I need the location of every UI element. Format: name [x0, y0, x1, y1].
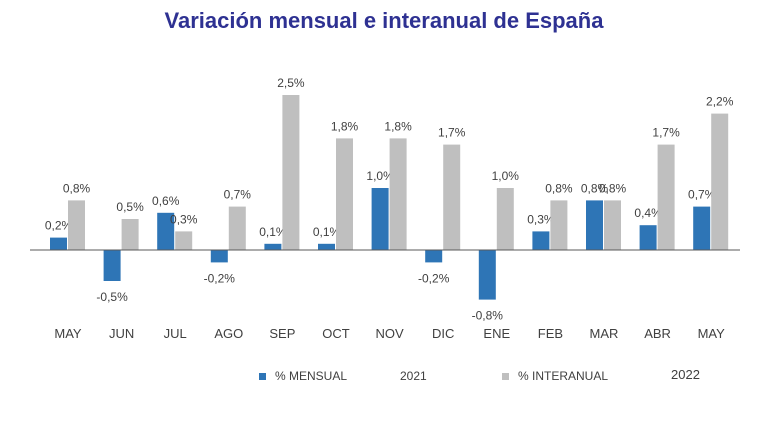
chart-title: Variación mensual e interanual de España	[164, 8, 604, 33]
bar-mensual-5	[318, 243, 335, 250]
bar-interanual-6	[389, 138, 407, 250]
year-label-2022: 2022	[671, 367, 700, 382]
bar-mensual-7	[425, 250, 443, 263]
bar-mensual-12	[693, 206, 711, 250]
bar-interanual-8	[496, 188, 514, 250]
data-label-interanual-9: 0,8%	[545, 181, 573, 195]
data-label-mensual-2: 0,6%	[152, 194, 180, 208]
data-label-mensual-9: 0,3%	[527, 212, 555, 226]
data-label-interanual-7: 1,7%	[438, 126, 466, 140]
bar-mensual-9	[532, 231, 550, 250]
data-label-interanual-1: 0,5%	[116, 200, 144, 214]
x-tick-label-1: JUN	[109, 326, 134, 341]
x-tick-label-5: OCT	[322, 326, 350, 341]
data-label-mensual-5: 0,1%	[313, 225, 341, 239]
bar-interanual-0	[68, 200, 85, 250]
bar-mensual-8	[478, 250, 496, 300]
data-label-mensual-4: 0,1%	[259, 225, 287, 239]
legend-mensual-swatch	[259, 372, 266, 380]
data-label-interanual-0: 0,8%	[63, 181, 91, 195]
bar-mensual-3	[210, 250, 228, 263]
year-label-2022-text: 2022	[671, 367, 700, 382]
x-tick-label-4: SEP	[269, 326, 295, 341]
bar-interanual-5	[336, 138, 353, 250]
bar-mensual-1	[103, 250, 121, 281]
x-tick-label-10: MAR	[590, 326, 619, 341]
x-tick-label-12: MAY	[698, 326, 726, 341]
data-label-mensual-0: 0,2%	[45, 219, 73, 233]
bar-interanual-1	[121, 219, 139, 250]
bar-mensual-10	[586, 200, 603, 250]
x-tick-label-3: AGO	[214, 326, 243, 341]
x-tick-label-6: NOV	[376, 326, 405, 341]
bar-interanual-10	[604, 200, 621, 250]
data-label-interanual-3: 0,7%	[224, 188, 252, 202]
x-tick-label-9: FEB	[538, 326, 563, 341]
data-label-mensual-12: 0,7%	[688, 188, 716, 202]
data-label-mensual-10: 0,8%	[581, 181, 609, 195]
bar-mensual-4	[264, 243, 282, 250]
legend-mensual-label: % MENSUAL	[275, 369, 348, 383]
x-tick-label-7: DIC	[432, 326, 454, 341]
data-label-interanual-10: 0,8%	[599, 181, 627, 195]
data-label-mensual-6: 1,0%	[366, 169, 394, 183]
data-label-mensual-1: -0,5%	[96, 290, 128, 304]
data-label-mensual-8: -0,8%	[472, 309, 504, 323]
data-label-interanual-5: 1,8%	[331, 119, 359, 133]
data-label-interanual-12: 2,2%	[706, 95, 734, 109]
bar-interanual-4	[282, 95, 300, 250]
data-label-interanual-6: 1,8%	[384, 119, 412, 133]
bar-interanual-9	[550, 200, 568, 250]
data-label-mensual-3: -0,2%	[204, 271, 236, 285]
data-label-interanual-11: 1,7%	[652, 126, 680, 140]
data-label-mensual-11: 0,4%	[634, 206, 662, 220]
year-label-2021-text: 2021	[400, 369, 427, 383]
bar-interanual-11	[657, 144, 675, 250]
bar-interanual-2	[175, 231, 193, 250]
legend-mensual: % MENSUAL	[259, 369, 347, 383]
legend-interanual-label: % INTERANUAL	[518, 369, 609, 383]
data-label-interanual-8: 1,0%	[492, 169, 520, 183]
bar-mensual-11	[639, 225, 657, 250]
data-label-mensual-7: -0,2%	[418, 271, 450, 285]
data-label-interanual-2: 0,3%	[170, 212, 198, 226]
data-label-interanual-4: 2,5%	[277, 76, 305, 90]
bar-interanual-7	[443, 144, 461, 250]
bar-mensual-2	[157, 212, 175, 250]
x-tick-label-8: ENE	[483, 326, 510, 341]
legend-interanual: % INTERANUAL	[502, 369, 608, 383]
bar-mensual-0	[50, 237, 67, 250]
x-tick-label-11: ABR	[644, 326, 671, 341]
bar-interanual-3	[228, 206, 246, 250]
year-label-2021: 2021	[400, 369, 427, 383]
legend-interanual-swatch	[502, 372, 509, 380]
bar-mensual-6	[371, 188, 389, 250]
bar-interanual-12	[711, 113, 729, 250]
x-tick-label-0: MAY	[54, 326, 82, 341]
x-tick-label-2: JUL	[164, 326, 187, 341]
